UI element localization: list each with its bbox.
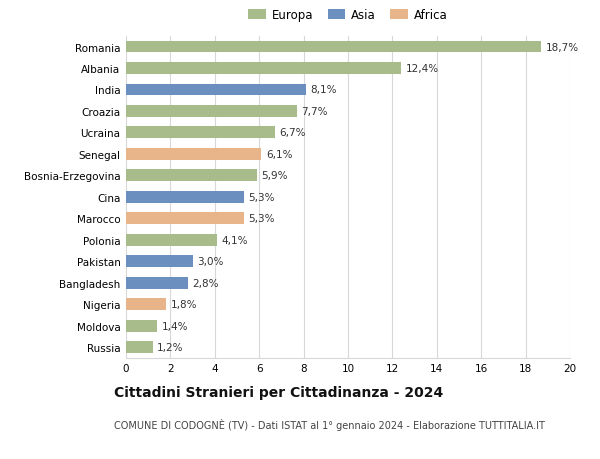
Bar <box>126 149 262 160</box>
Text: Cittadini Stranieri per Cittadinanza - 2024: Cittadini Stranieri per Cittadinanza - 2… <box>114 386 443 399</box>
Bar <box>126 298 166 310</box>
Bar <box>126 170 257 182</box>
Bar <box>126 41 541 53</box>
Text: 5,9%: 5,9% <box>262 171 288 181</box>
Bar <box>126 106 297 118</box>
Text: 12,4%: 12,4% <box>406 64 439 74</box>
Text: COMUNE DI CODOGNÈ (TV) - Dati ISTAT al 1° gennaio 2024 - Elaborazione TUTTITALIA: COMUNE DI CODOGNÈ (TV) - Dati ISTAT al 1… <box>114 418 545 430</box>
Text: 2,8%: 2,8% <box>193 278 219 288</box>
Text: 4,1%: 4,1% <box>221 235 248 245</box>
Text: 3,0%: 3,0% <box>197 257 223 267</box>
Text: 6,7%: 6,7% <box>279 128 305 138</box>
Text: 1,8%: 1,8% <box>170 299 197 309</box>
Text: 8,1%: 8,1% <box>310 85 337 95</box>
Bar <box>126 191 244 203</box>
Bar <box>126 320 157 332</box>
Text: 5,3%: 5,3% <box>248 192 275 202</box>
Bar <box>126 234 217 246</box>
Text: 5,3%: 5,3% <box>248 214 275 224</box>
Bar <box>126 256 193 268</box>
Text: 1,2%: 1,2% <box>157 342 184 353</box>
Bar <box>126 341 152 353</box>
Bar <box>126 127 275 139</box>
Text: 6,1%: 6,1% <box>266 150 292 160</box>
Text: 7,7%: 7,7% <box>301 106 328 117</box>
Text: 1,4%: 1,4% <box>161 321 188 331</box>
Bar <box>126 63 401 75</box>
Bar <box>126 84 306 96</box>
Text: 18,7%: 18,7% <box>545 42 579 52</box>
Legend: Europa, Asia, Africa: Europa, Asia, Africa <box>246 7 450 24</box>
Bar <box>126 213 244 224</box>
Bar <box>126 277 188 289</box>
